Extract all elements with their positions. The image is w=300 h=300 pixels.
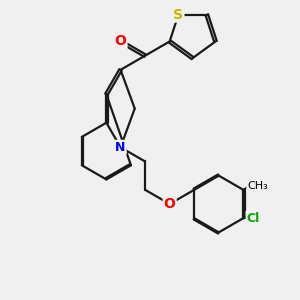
Text: O: O bbox=[115, 34, 127, 49]
Text: O: O bbox=[164, 197, 176, 211]
Text: Cl: Cl bbox=[247, 212, 260, 225]
Text: N: N bbox=[116, 141, 126, 154]
Text: S: S bbox=[173, 8, 183, 22]
Text: CH₃: CH₃ bbox=[247, 181, 268, 191]
